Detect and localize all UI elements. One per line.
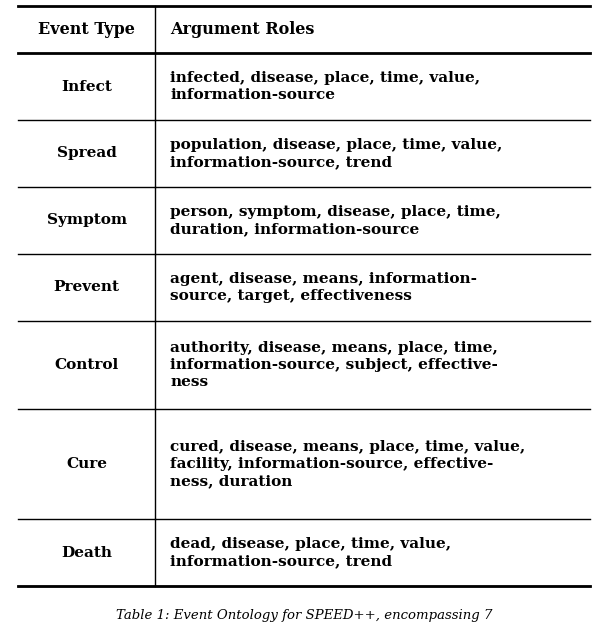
Text: person, symptom, disease, place, time,
duration, information-source: person, symptom, disease, place, time, d…: [170, 205, 501, 236]
Text: population, disease, place, time, value,
information-source, trend: population, disease, place, time, value,…: [170, 138, 503, 169]
Text: Death: Death: [61, 546, 112, 560]
Text: Prevent: Prevent: [54, 280, 120, 294]
Text: infected, disease, place, time, value,
information-source: infected, disease, place, time, value, i…: [170, 71, 480, 102]
Text: Event Type: Event Type: [38, 21, 135, 38]
Text: authority, disease, means, place, time,
information-source, subject, effective-
: authority, disease, means, place, time, …: [170, 340, 498, 389]
Text: Table 1: Event Ontology for SPEED++, encompassing 7: Table 1: Event Ontology for SPEED++, enc…: [116, 609, 492, 623]
Text: Symptom: Symptom: [47, 213, 126, 227]
Text: Control: Control: [55, 358, 119, 372]
Text: Cure: Cure: [66, 457, 107, 471]
Text: Argument Roles: Argument Roles: [170, 21, 314, 38]
Text: dead, disease, place, time, value,
information-source, trend: dead, disease, place, time, value, infor…: [170, 537, 451, 568]
Text: cured, disease, means, place, time, value,
facility, information-source, effecti: cured, disease, means, place, time, valu…: [170, 440, 525, 488]
Text: agent, disease, means, information-
source, target, effectiveness: agent, disease, means, information- sour…: [170, 272, 477, 303]
Text: Spread: Spread: [57, 146, 117, 160]
Text: Infect: Infect: [61, 80, 112, 93]
